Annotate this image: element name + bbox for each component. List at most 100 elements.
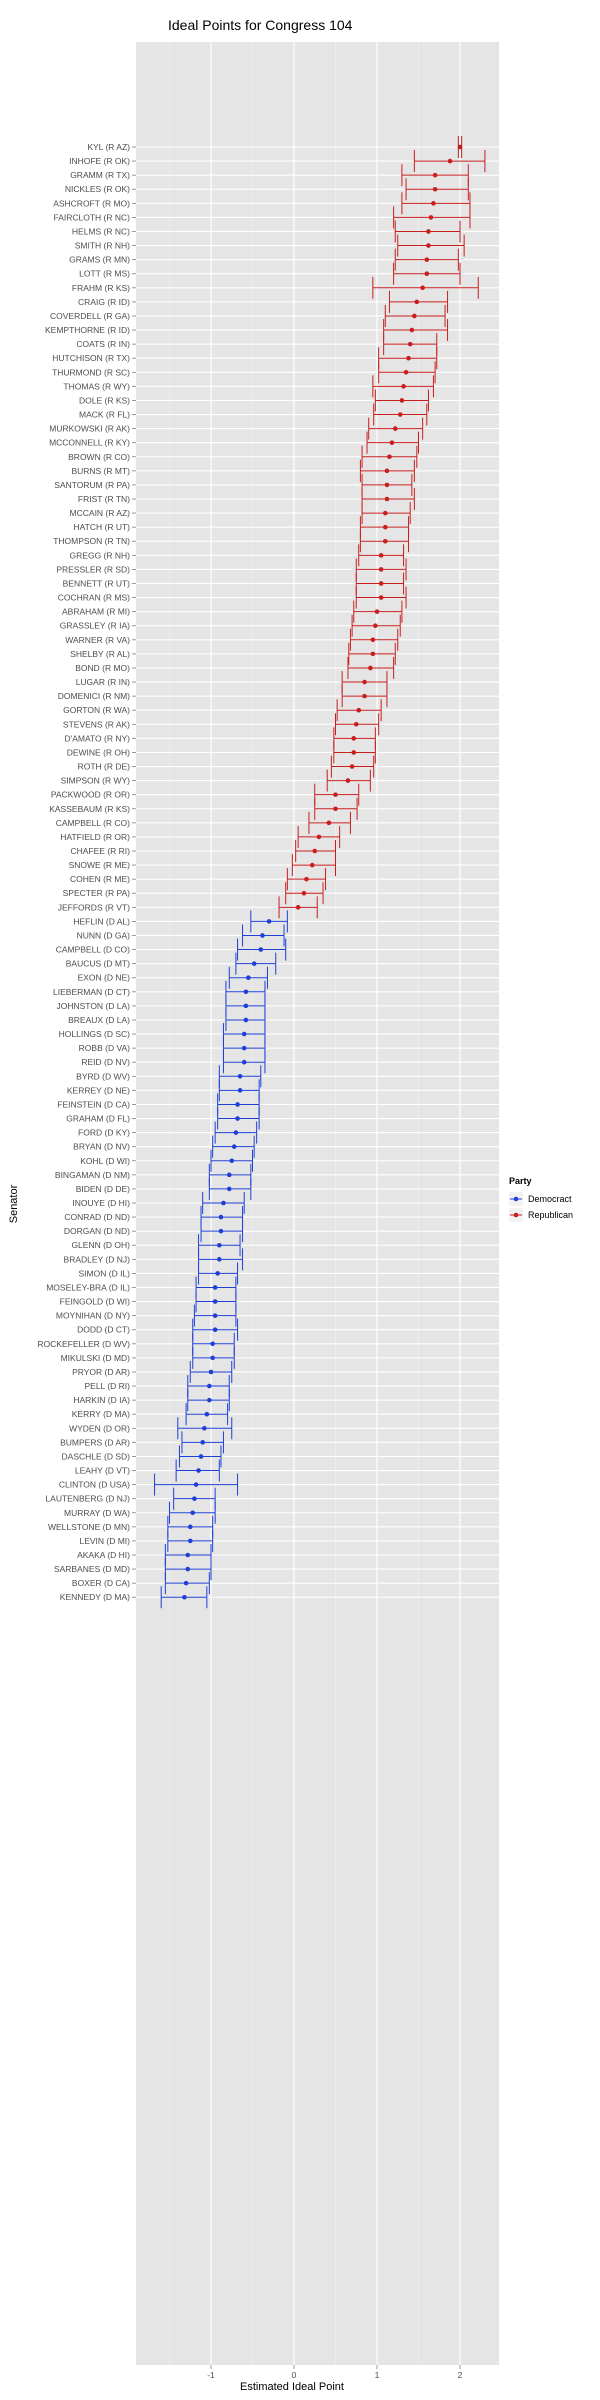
senator-label: BENNETT (R UT) bbox=[63, 578, 131, 588]
senator-point bbox=[370, 637, 376, 643]
senator-point bbox=[185, 1566, 191, 1572]
legend-title: Party bbox=[509, 1176, 532, 1186]
senator-point bbox=[409, 327, 415, 333]
senator-point bbox=[316, 834, 322, 840]
senator-point bbox=[383, 524, 388, 530]
senator-label: PRYOR (D AR) bbox=[72, 1367, 130, 1377]
senator-label: THOMAS (R WY) bbox=[63, 381, 130, 391]
senator-label: LAUTENBERG (D NJ) bbox=[45, 1494, 130, 1504]
senator-point bbox=[326, 820, 332, 826]
senator-point bbox=[212, 1327, 218, 1333]
senator-point bbox=[226, 1172, 232, 1178]
senator-point bbox=[374, 609, 380, 614]
senator-point bbox=[389, 440, 395, 445]
senator-point bbox=[333, 806, 338, 812]
senator-point bbox=[384, 482, 390, 488]
senator-label: EXON (D NE) bbox=[78, 973, 131, 983]
senator-label: ASHCROFT (R MO) bbox=[53, 198, 130, 208]
senator-label: LEVIN (D MI) bbox=[79, 1536, 130, 1546]
senator-label: CAMPBELL (D CO) bbox=[56, 945, 130, 955]
senator-point bbox=[362, 693, 367, 699]
senator-point bbox=[198, 1454, 204, 1459]
senator-label: BOND (R MO) bbox=[75, 663, 130, 673]
senator-point bbox=[202, 1425, 207, 1431]
senator-label: GRAHAM (D FL) bbox=[66, 1114, 130, 1124]
senator-label: COCHRAN (R MS) bbox=[58, 593, 130, 603]
senator-label: KERRY (D MA) bbox=[72, 1409, 130, 1419]
senator-label: SHELBY (R AL) bbox=[70, 649, 130, 659]
senator-point bbox=[237, 1088, 243, 1093]
senator-label: HOLLINGS (D SC) bbox=[59, 1029, 130, 1039]
senator-label: FRAHM (R KS) bbox=[72, 283, 130, 293]
senator-label: MURKOWSKI (R AK) bbox=[49, 424, 130, 434]
senator-point bbox=[351, 736, 357, 741]
senator-point bbox=[424, 257, 430, 262]
x-tick-label: 0 bbox=[292, 2370, 297, 2380]
senator-label: DOMENICI (R NM) bbox=[58, 691, 130, 701]
senator-label: MIKULSKI (D MD) bbox=[61, 1353, 131, 1363]
senator-label: GRASSLEY (R IA) bbox=[60, 621, 130, 631]
senator-label: ROCKEFELLER (D WV) bbox=[37, 1339, 130, 1349]
data-points bbox=[182, 144, 463, 1600]
senator-label: NUNN (D GA) bbox=[77, 930, 131, 940]
senator-label: WYDEN (D OR) bbox=[69, 1423, 130, 1433]
legend-key-point bbox=[513, 1212, 519, 1218]
senator-point bbox=[383, 538, 388, 544]
senator-point bbox=[207, 1383, 212, 1389]
senator-point bbox=[368, 665, 373, 671]
senator-label: AKAKA (D HI) bbox=[77, 1550, 130, 1560]
senator-label: WELLSTONE (D MN) bbox=[48, 1522, 130, 1532]
senator-point bbox=[251, 961, 257, 966]
senator-point bbox=[412, 313, 417, 319]
senator-label: CAMPBELL (R CO) bbox=[56, 818, 130, 828]
senator-label: GRAMM (R TX) bbox=[70, 170, 130, 180]
senator-point bbox=[217, 1257, 222, 1262]
senator-point bbox=[226, 1186, 232, 1192]
legend-label: Republican bbox=[528, 1210, 573, 1220]
senator-point bbox=[200, 1440, 205, 1445]
error-bar bbox=[372, 276, 479, 299]
senator-label: LEAHY (D VT) bbox=[75, 1466, 130, 1476]
senator-point bbox=[383, 510, 388, 516]
senator-label: SANTORUM (R PA) bbox=[54, 480, 130, 490]
senator-point bbox=[241, 1031, 247, 1037]
senator-point bbox=[406, 355, 411, 361]
senator-label: KEMPTHORNE (R ID) bbox=[45, 325, 130, 335]
x-tick-label: 1 bbox=[375, 2370, 380, 2380]
senator-point bbox=[204, 1411, 210, 1417]
senator-label: INHOFE (R OK) bbox=[69, 156, 130, 166]
senator-point bbox=[457, 144, 463, 150]
senator-label: JEFFORDS (R VT) bbox=[58, 902, 130, 912]
senator-point bbox=[183, 1580, 189, 1586]
senator-point bbox=[384, 496, 390, 502]
senator-point bbox=[196, 1468, 201, 1473]
x-ticks: -1 0 1 2 bbox=[207, 2365, 463, 2380]
senator-label: GREGG (R NH) bbox=[70, 550, 131, 560]
senator-point bbox=[210, 1355, 215, 1361]
senator-point bbox=[192, 1496, 197, 1501]
senator-label: FORD (D KY) bbox=[78, 1128, 130, 1138]
error-bar bbox=[397, 234, 465, 257]
senator-point bbox=[420, 285, 425, 291]
senator-label: HELMS (R NC) bbox=[72, 226, 130, 236]
senator-point bbox=[424, 271, 430, 277]
senator-point bbox=[243, 1003, 249, 1009]
senator-point bbox=[312, 848, 318, 854]
senator-point bbox=[235, 1116, 240, 1121]
senator-point bbox=[384, 468, 390, 474]
senator-point bbox=[243, 989, 249, 995]
senator-label: BRADLEY (D NJ) bbox=[64, 1254, 131, 1264]
senator-point bbox=[190, 1510, 196, 1516]
senator-label: KYL (R AZ) bbox=[87, 142, 130, 152]
senator-point bbox=[212, 1299, 218, 1304]
senator-label: MACK (R FL) bbox=[79, 410, 130, 420]
senator-point bbox=[401, 384, 406, 389]
senator-point bbox=[378, 567, 384, 572]
senator-point bbox=[210, 1341, 215, 1347]
senator-point bbox=[301, 890, 307, 896]
legend-entry: Republican bbox=[509, 1208, 573, 1222]
senator-label: CRAIG (R ID) bbox=[78, 297, 130, 307]
senator-point bbox=[387, 454, 392, 460]
senator-point bbox=[426, 229, 431, 234]
chart-title: Ideal Points for Congress 104 bbox=[168, 17, 353, 33]
